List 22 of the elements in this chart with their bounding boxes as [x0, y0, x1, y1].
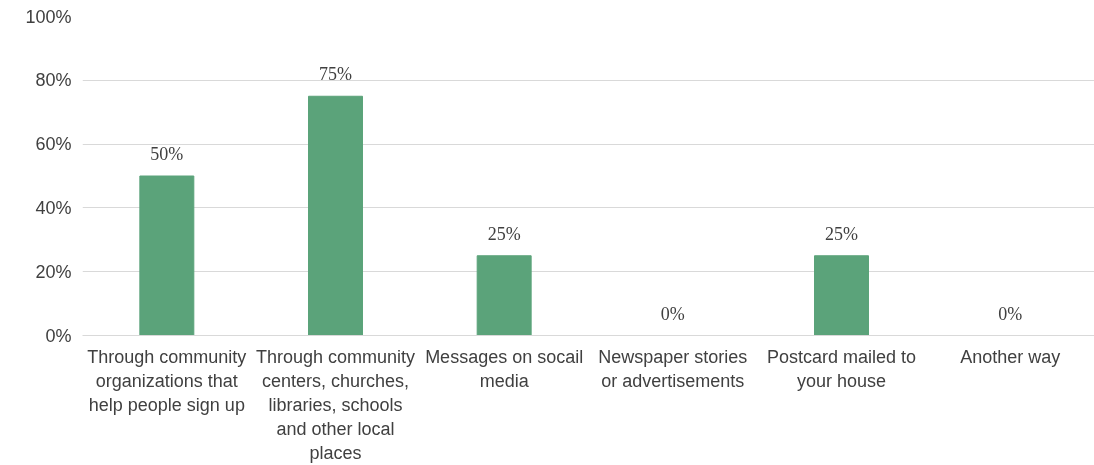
y-tick-label: 80% — [35, 70, 72, 91]
data-label: 25% — [825, 223, 858, 244]
bar — [476, 255, 532, 336]
data-label: 50% — [150, 144, 184, 164]
y-tick-label: 60% — [35, 134, 72, 155]
x-tick-label: Postcard mailed to your house — [766, 346, 917, 391]
data-label: 0% — [660, 303, 685, 324]
data-label: 0% — [998, 303, 1023, 324]
bar — [308, 95, 363, 336]
x-tick-label: Newspaper stories or advertisements — [598, 346, 748, 391]
y-tick-label: 20% — [35, 261, 72, 282]
y-tick-label: 100% — [25, 6, 72, 27]
data-label: 75% — [319, 64, 352, 85]
bar — [814, 255, 869, 336]
y-tick-label: 0% — [45, 325, 72, 346]
y-tick-label: 40% — [35, 197, 72, 218]
x-tick-label: Messages on socail media — [425, 346, 584, 391]
bar — [139, 175, 195, 336]
x-tick-label: Through community centers, churches, libraries, schools and other local places — [255, 346, 416, 463]
x-tick-label: Through community organizations that help people sign up — [87, 346, 247, 415]
data-label: 25% — [487, 223, 521, 244]
x-tick-label: Another way — [960, 346, 1061, 367]
